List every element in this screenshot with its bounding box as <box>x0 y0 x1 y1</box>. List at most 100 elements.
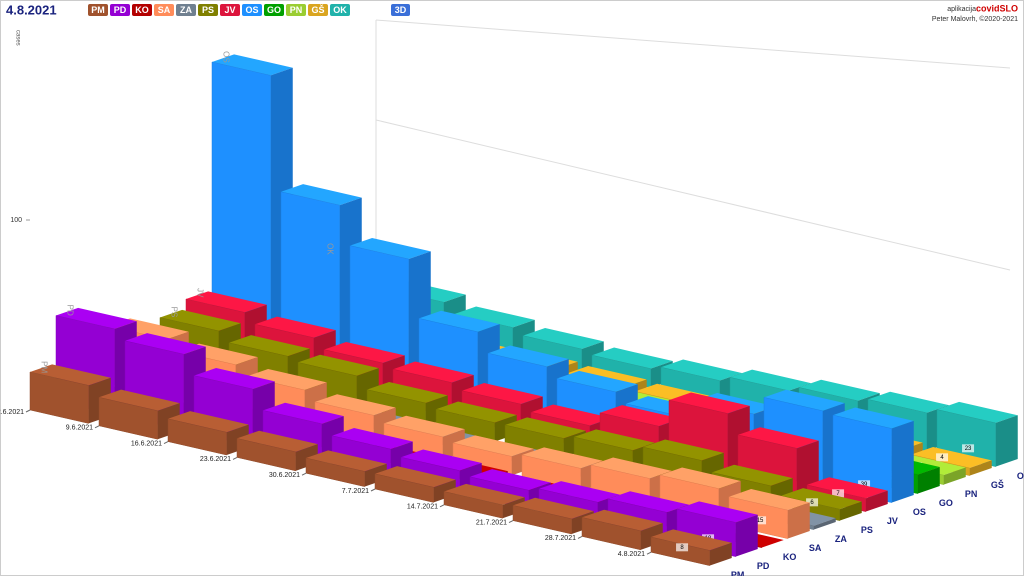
bar-side <box>969 460 992 476</box>
bar-top <box>419 310 500 332</box>
bar <box>236 430 318 472</box>
x-tick-label: 7.7.2021 <box>342 488 369 495</box>
bar-top <box>513 497 594 519</box>
bar-top <box>401 449 482 471</box>
value-label-box <box>832 489 845 498</box>
x-tick <box>508 520 514 524</box>
row-label: OS <box>222 51 231 63</box>
legend-label[interactable]: PS <box>202 5 214 15</box>
legend-button[interactable] <box>330 4 350 16</box>
value-label: 6 <box>810 500 814 506</box>
x-tick-label: 9.6.2021 <box>66 425 93 432</box>
bar-front <box>98 396 158 440</box>
series-label: JV <box>887 516 898 526</box>
bar-top <box>729 489 810 511</box>
bar-top <box>781 488 862 510</box>
legend-button[interactable] <box>154 4 174 16</box>
legend-button[interactable] <box>264 4 284 16</box>
legend-label[interactable]: GŠ <box>311 4 324 15</box>
bar-top <box>229 335 310 357</box>
bar-side <box>891 420 914 503</box>
value-label-box <box>754 516 767 525</box>
legend-label[interactable]: KO <box>135 5 149 15</box>
y-axis-label: cases <box>14 30 20 46</box>
bar-top <box>807 477 888 499</box>
view-button-label[interactable]: 3D <box>395 5 407 15</box>
x-tick <box>439 504 445 508</box>
bar-top <box>557 370 638 392</box>
bar-side <box>433 479 456 503</box>
legend-label[interactable]: PD <box>114 5 127 15</box>
bar-top <box>522 447 603 469</box>
row-label: PS <box>170 307 179 318</box>
value-label-box <box>858 480 871 489</box>
bar-top <box>384 415 465 437</box>
legend-button[interactable] <box>176 4 196 16</box>
value-label: 7 <box>836 491 840 497</box>
bar-front <box>512 505 572 535</box>
bar-side <box>943 467 966 485</box>
bar-top <box>324 341 405 364</box>
legend-label[interactable]: OS <box>245 5 258 15</box>
series-label: PM <box>731 570 745 576</box>
legend-label[interactable]: PM <box>91 5 105 15</box>
bar-top <box>608 491 689 513</box>
legend-button[interactable] <box>242 4 262 16</box>
x-tick-label: 28.7.2021 <box>545 535 576 542</box>
legend-button[interactable] <box>88 4 108 16</box>
bar-top <box>677 501 758 523</box>
series-label: PD <box>757 561 770 571</box>
legend-label[interactable]: PN <box>290 5 303 15</box>
bar-top <box>30 364 111 386</box>
bar-front <box>236 438 296 472</box>
view-button[interactable] <box>391 4 410 16</box>
bar-front <box>167 418 227 456</box>
row-label: JV <box>196 288 205 298</box>
bar-top <box>582 509 663 531</box>
bar-top <box>237 430 318 452</box>
bar-side <box>796 440 819 496</box>
bar-front <box>374 473 434 503</box>
bar-top <box>246 368 327 391</box>
bar-top <box>505 417 586 439</box>
bar-side <box>787 502 810 539</box>
bar-top <box>315 394 396 416</box>
legend-button[interactable] <box>198 4 218 16</box>
bar-top <box>99 389 180 411</box>
legend-label[interactable]: OK <box>333 5 347 15</box>
legend-label[interactable]: GO <box>267 5 281 15</box>
bar-front <box>443 491 503 519</box>
bar-top <box>255 316 336 338</box>
bar <box>305 450 387 487</box>
value-label: 23 <box>965 446 972 452</box>
x-tick <box>577 535 583 539</box>
bar-top <box>730 369 811 391</box>
legend-button[interactable] <box>308 4 328 16</box>
bar-top <box>660 467 741 489</box>
legend-label[interactable]: SA <box>158 5 171 15</box>
legend-button[interactable] <box>110 4 130 16</box>
legend-button[interactable] <box>286 4 306 16</box>
x-tick-label: 23.6.2021 <box>200 456 231 463</box>
bar-top <box>160 309 241 331</box>
bar-top <box>125 333 206 355</box>
bar-top <box>738 427 819 449</box>
bar-top <box>436 401 517 423</box>
x-tick <box>94 425 100 429</box>
legend-button[interactable] <box>220 4 240 16</box>
x-tick-label: 14.7.2021 <box>407 504 438 511</box>
x-tick-label: 16.6.2021 <box>131 440 162 447</box>
bar-top <box>350 237 431 260</box>
bar-top <box>186 291 267 313</box>
bar-side <box>735 514 758 557</box>
legend-label[interactable]: JV <box>224 5 235 15</box>
x-tick <box>163 441 169 445</box>
value-label: 4 <box>940 455 944 461</box>
legend-label[interactable]: ZA <box>180 5 192 15</box>
bar-top <box>462 383 543 405</box>
bar-top <box>600 405 681 427</box>
bar-front <box>29 371 89 424</box>
bar-top <box>168 411 249 433</box>
legend-button[interactable] <box>132 4 152 16</box>
